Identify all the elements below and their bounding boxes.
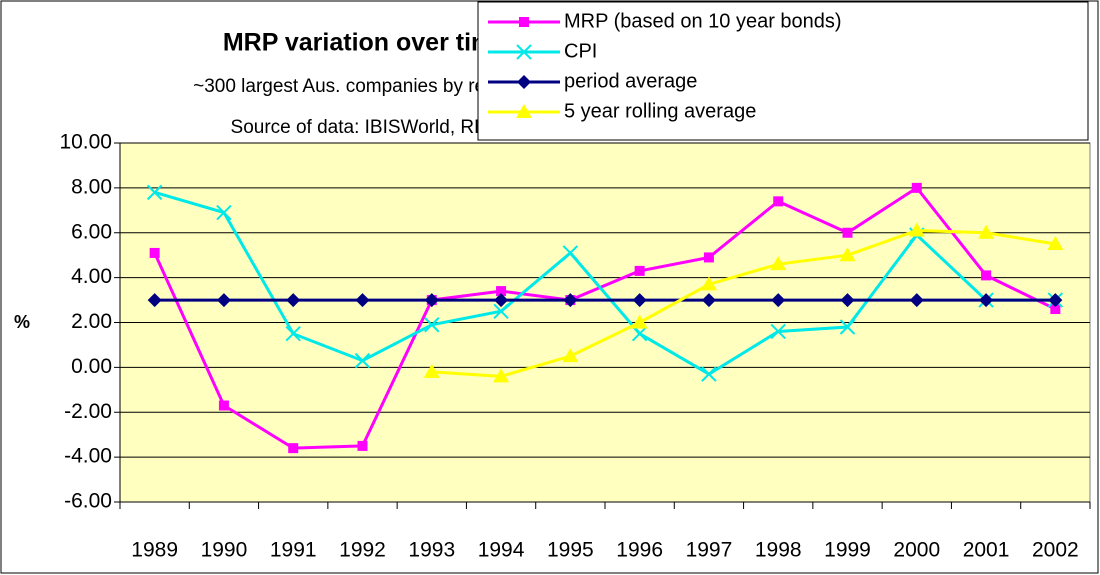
marker [216, 293, 231, 308]
x-tick-label: 2002 [1032, 539, 1079, 562]
x-tick-label: 1997 [686, 539, 733, 562]
chart-subtitle: ~300 largest Aus. companies by revenue [193, 76, 537, 97]
legend-label: period average [564, 70, 697, 92]
series-line [431, 228, 1056, 378]
marker [519, 17, 529, 27]
marker [354, 352, 371, 369]
marker [355, 293, 370, 308]
marker [146, 184, 163, 201]
marker [770, 256, 787, 271]
marker [496, 286, 507, 297]
y-tick-label: -2.00 [64, 400, 112, 423]
series-line [154, 190, 1056, 376]
y-tick-label: 4.00 [71, 265, 112, 288]
series [147, 293, 1063, 308]
marker [517, 75, 531, 89]
marker [424, 293, 439, 308]
x-tick-label: 1993 [408, 539, 455, 562]
x-tick-label: 2000 [893, 539, 940, 562]
marker [978, 224, 995, 239]
legend-label: CPI [564, 40, 597, 62]
marker [147, 293, 162, 308]
marker [562, 348, 579, 363]
x-tick-label: 1999 [824, 539, 871, 562]
marker [516, 44, 532, 60]
marker [979, 293, 994, 308]
x-tick-label: 1990 [201, 539, 248, 562]
marker [1047, 235, 1064, 250]
marker [632, 293, 647, 308]
marker [288, 443, 299, 454]
marker [701, 293, 716, 308]
marker [839, 247, 856, 262]
marker [701, 366, 717, 382]
marker [423, 363, 440, 378]
marker [494, 293, 509, 308]
chart-title: MRP variation over time [223, 29, 507, 57]
marker [149, 247, 160, 258]
legend-label: 5 year rolling average [564, 100, 756, 122]
chart-subtitle: Source of data: IBISWorld, RBA [231, 117, 500, 138]
marker [216, 204, 232, 221]
marker [285, 326, 301, 342]
x-tick-label: 1989 [131, 539, 178, 562]
marker [909, 293, 924, 308]
y-axis-label: % [14, 312, 30, 332]
legend-box [477, 1, 1089, 141]
marker [1050, 304, 1061, 315]
marker [631, 326, 648, 342]
marker [771, 293, 786, 308]
marker [911, 182, 922, 193]
marker [563, 293, 578, 308]
marker [773, 196, 784, 207]
y-tick-label: -6.00 [64, 490, 112, 513]
series [423, 222, 1064, 383]
marker [770, 323, 786, 340]
marker [634, 265, 645, 276]
marker [286, 293, 301, 308]
y-tick-label: 6.00 [71, 220, 112, 243]
marker [562, 245, 579, 261]
marker [218, 400, 229, 411]
y-tick-label: 10.00 [59, 131, 112, 154]
marker [981, 270, 992, 281]
y-tick-label: 8.00 [71, 175, 112, 198]
marker [631, 314, 648, 329]
x-tick-label: 1991 [270, 539, 317, 562]
x-tick-label: 1995 [547, 539, 594, 562]
marker [357, 440, 368, 451]
marker [842, 227, 853, 238]
x-tick-label: 1998 [755, 539, 802, 562]
legend-label: MRP (based on 10 year bonds) [564, 10, 842, 32]
x-tick-label: 2001 [963, 539, 1010, 562]
marker [493, 368, 510, 383]
y-tick-label: 2.00 [71, 310, 112, 333]
x-tick-label: 1992 [339, 539, 386, 562]
series-line [153, 185, 1057, 450]
y-tick-label: 0.00 [71, 355, 112, 378]
marker [516, 104, 532, 118]
marker [1048, 293, 1063, 308]
x-tick-label: 1994 [478, 539, 525, 562]
marker [703, 252, 714, 263]
marker [700, 276, 717, 291]
plot-area [114, 142, 1091, 509]
marker [424, 317, 440, 333]
x-tick-label: 1996 [616, 539, 663, 562]
marker [908, 222, 925, 237]
marker [840, 293, 855, 308]
y-tick-label: -4.00 [64, 445, 112, 468]
marker [493, 303, 509, 319]
marker [839, 319, 856, 335]
